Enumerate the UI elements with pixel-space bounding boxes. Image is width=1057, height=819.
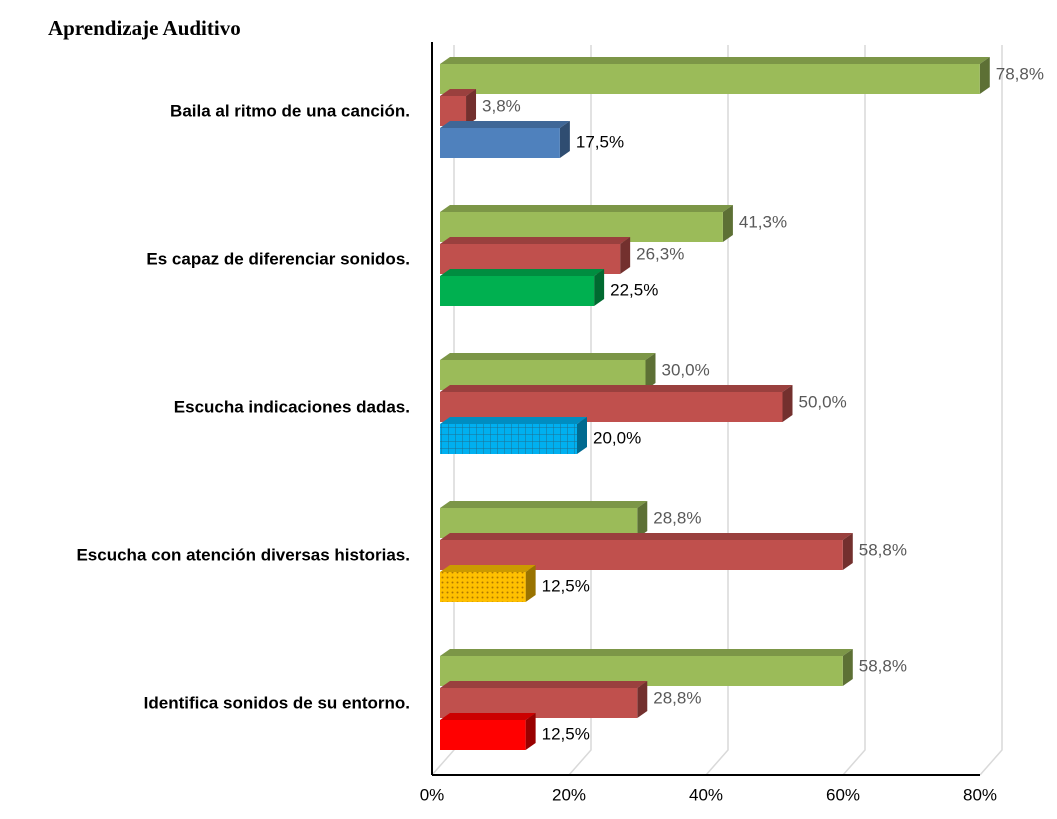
grid-line [842,45,866,776]
bar-side [637,501,648,538]
bar-top [440,417,587,424]
chart-title: Aprendizaje Auditivo [48,16,241,40]
bar-top [440,565,536,572]
bar-side [979,57,990,94]
category-label: Identifica sonidos de su entorno. [144,693,410,712]
value-label: 58,8% [859,656,907,675]
bar-side [782,385,793,422]
value-label: 28,8% [653,688,701,707]
bar-side [842,533,853,570]
grid-line [979,45,1003,776]
bar [440,572,526,602]
value-label: 28,8% [653,508,701,527]
value-label: 20,0% [593,428,641,447]
x-tick-label: 40% [689,785,723,804]
bar-top [440,237,631,244]
category-label: Baila al ritmo de una canción. [170,101,410,120]
value-label: 17,5% [576,132,624,151]
x-tick-label: 0% [420,785,445,804]
x-tick-label: 60% [826,785,860,804]
bar-side [842,649,853,686]
value-label: 50,0% [799,392,847,411]
bar-top [440,649,853,656]
bar-side [722,205,733,242]
bar-top [440,713,536,720]
bar-side [620,237,631,274]
value-label: 41,3% [739,212,787,231]
bar-side [645,353,656,390]
bar-side [637,681,648,718]
x-tick-label: 20% [552,785,586,804]
bar-side [525,713,536,750]
bar [440,64,980,94]
category-label: Escucha indicaciones dadas. [174,397,410,416]
bar-top [440,533,853,540]
bar-top [440,385,793,392]
bar-top [440,57,990,64]
bar-side [594,269,605,306]
bar-side [559,121,570,158]
value-label: 3,8% [482,96,521,115]
value-label: 12,5% [542,724,590,743]
value-label: 78,8% [996,64,1044,83]
value-label: 30,0% [662,360,710,379]
value-label: 12,5% [542,576,590,595]
bar-side [525,565,536,602]
bar [440,276,595,306]
bar-side [577,417,587,454]
bar-top [440,501,648,508]
category-label: Escucha con atención diversas historias. [76,545,410,564]
value-label: 26,3% [636,244,684,263]
bar-top [440,681,648,688]
bar [440,720,526,750]
bar [440,128,560,158]
bar [440,424,577,454]
grid-line [705,45,729,776]
bar-top [440,353,656,360]
bar-top [440,121,570,128]
bar-top [440,89,477,96]
value-label: 58,8% [859,540,907,559]
value-label: 22,5% [610,280,658,299]
x-tick-label: 80% [963,785,997,804]
bar-top [440,269,605,276]
bar-top [440,205,733,212]
category-label: Es capaz de diferenciar sonidos. [146,249,410,268]
bar-side [466,89,477,126]
